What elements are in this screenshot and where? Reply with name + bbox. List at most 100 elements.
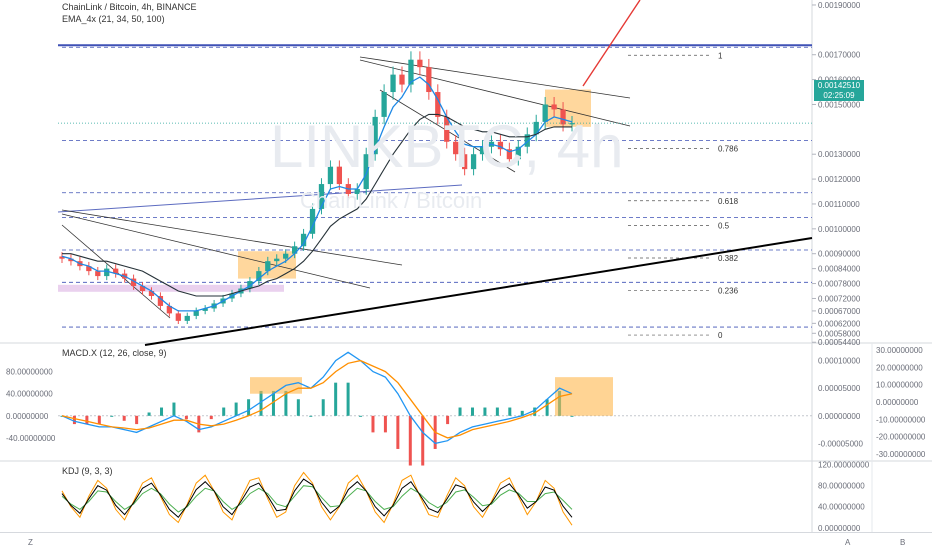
macd-histogram-bar (383, 415, 387, 433)
price-tick-label: 0.00150000 (818, 100, 861, 109)
price-tick-label: 0.00190000 (818, 1, 861, 10)
price-tick-label: 0.00090000 (818, 250, 861, 259)
candle-body (274, 258, 280, 262)
macd-right2-tick-label: -10.00000000 (876, 415, 926, 424)
candle-body (300, 233, 307, 247)
last-price-tag: 0.00142510 (814, 80, 864, 91)
candle-body (363, 154, 369, 190)
candle-body (256, 271, 262, 282)
macd-histogram-bar (321, 399, 325, 416)
signal-line (61, 359, 573, 439)
candle-body (166, 305, 173, 314)
trendline-d (359, 56, 631, 99)
macd-histogram-bar (135, 415, 139, 425)
macd-histogram-bar (446, 415, 450, 425)
candle-body (569, 123, 575, 125)
candle-body (193, 310, 199, 316)
candle-body (426, 67, 432, 93)
fib-level-label: 0.5 (718, 222, 730, 231)
kdj-legend[interactable]: KDJ (9, 3, 3) (62, 466, 113, 476)
macd-histogram-bar (421, 415, 425, 466)
candle-body (247, 281, 253, 289)
auto-scale-button[interactable]: A (845, 538, 851, 547)
candle-body (175, 313, 181, 321)
candle-body (283, 253, 289, 259)
d-line (61, 485, 573, 513)
macd-left-tick-label: 40.00000000 (6, 390, 53, 399)
fib-level-label: 0.618 (718, 197, 739, 206)
candle-body (372, 116, 378, 155)
macd-histogram-bar (147, 412, 151, 416)
price-tick-label: 0.00100000 (818, 225, 861, 234)
macd-histogram-bar (458, 407, 462, 416)
candle-body (399, 74, 405, 85)
candle-body (59, 256, 65, 259)
fib-level-label: 0.382 (718, 254, 739, 263)
macd-histogram-bar (222, 407, 226, 416)
macd-histogram-bar (209, 415, 213, 420)
macd-legend[interactable]: MACD.X (12, 26, close, 9) (62, 348, 167, 358)
macd-right2-tick-label: 30.00000000 (876, 346, 923, 355)
price-tick-label: 0.00084000 (818, 265, 861, 274)
long-trendline (144, 237, 813, 346)
ema-legend[interactable]: EMA_4x (21, 34, 50, 100) (62, 14, 165, 24)
macd-current-box (555, 377, 613, 416)
candle-body (551, 104, 557, 110)
macd-right-tick-label: 0.00005000 (818, 384, 861, 393)
name-watermark: ChainLink / Bitcoin (300, 188, 483, 213)
candle-body (453, 141, 459, 155)
candle-body (470, 154, 477, 170)
candle-body (524, 134, 530, 147)
candle-body (497, 141, 504, 150)
macd-right2-tick-label: -20.00000000 (876, 433, 926, 442)
candle-body (533, 121, 539, 135)
macd-histogram-bar (520, 410, 524, 416)
price-tick-label: 0.00170000 (818, 51, 861, 60)
macd-histogram-bar (72, 415, 76, 425)
macd-histogram-bar (309, 415, 313, 417)
macd-breakout-box (250, 377, 302, 394)
candle-body (336, 166, 343, 185)
candle-body (86, 266, 92, 272)
ema-21-line (61, 76, 573, 312)
price-tick-label: 0.00067000 (818, 307, 861, 316)
trendline-a (61, 209, 403, 266)
candle-body (390, 74, 396, 93)
symbol-watermark: LINKBTC, 4h (270, 113, 624, 180)
log-scale-button[interactable]: B (900, 538, 906, 547)
macd-histogram-bar (495, 407, 499, 416)
macd-right2-tick-label: 0.00000000 (876, 398, 919, 407)
macd-right2-tick-label: -30.00000000 (876, 450, 926, 459)
candle-body (148, 291, 155, 296)
macd-histogram-bar (172, 402, 176, 416)
macd-histogram-bar (184, 415, 188, 420)
candle-body (506, 149, 513, 160)
kdj-tick-label: 120.00000000 (818, 461, 870, 470)
macd-left-tick-label: -40.00000000 (6, 434, 56, 443)
trendline-purple (57, 184, 463, 213)
kdj-tick-label: 0.00000000 (818, 524, 861, 533)
fib-level-label: 1 (718, 51, 723, 60)
macd-histogram-bar (259, 390, 263, 416)
ema-100-line (62, 113, 572, 297)
target-arrow (582, 0, 641, 87)
candle-body (354, 189, 360, 195)
support-zone (58, 284, 284, 292)
k-line (61, 471, 573, 526)
chart-title: ChainLink / Bitcoin, 4h, BINANCE (62, 2, 197, 12)
candle-body (130, 278, 137, 287)
macd-histogram-bar (371, 415, 375, 433)
macd-right-tick-label: 0.00000000 (818, 412, 861, 421)
macd-histogram-bar (533, 407, 537, 416)
zoom-button[interactable]: Z (28, 538, 33, 547)
macd-histogram-bar (247, 399, 251, 416)
candle-body (479, 146, 486, 155)
macd-right2-tick-label: 20.00000000 (876, 363, 923, 372)
macd-histogram-bar (122, 415, 126, 421)
macd-histogram-bar (334, 382, 338, 416)
candle-body (113, 268, 119, 274)
macd-histogram-bar (359, 415, 363, 417)
price-tick-label: 0.00110000 (818, 200, 860, 209)
candle-body (444, 116, 450, 142)
